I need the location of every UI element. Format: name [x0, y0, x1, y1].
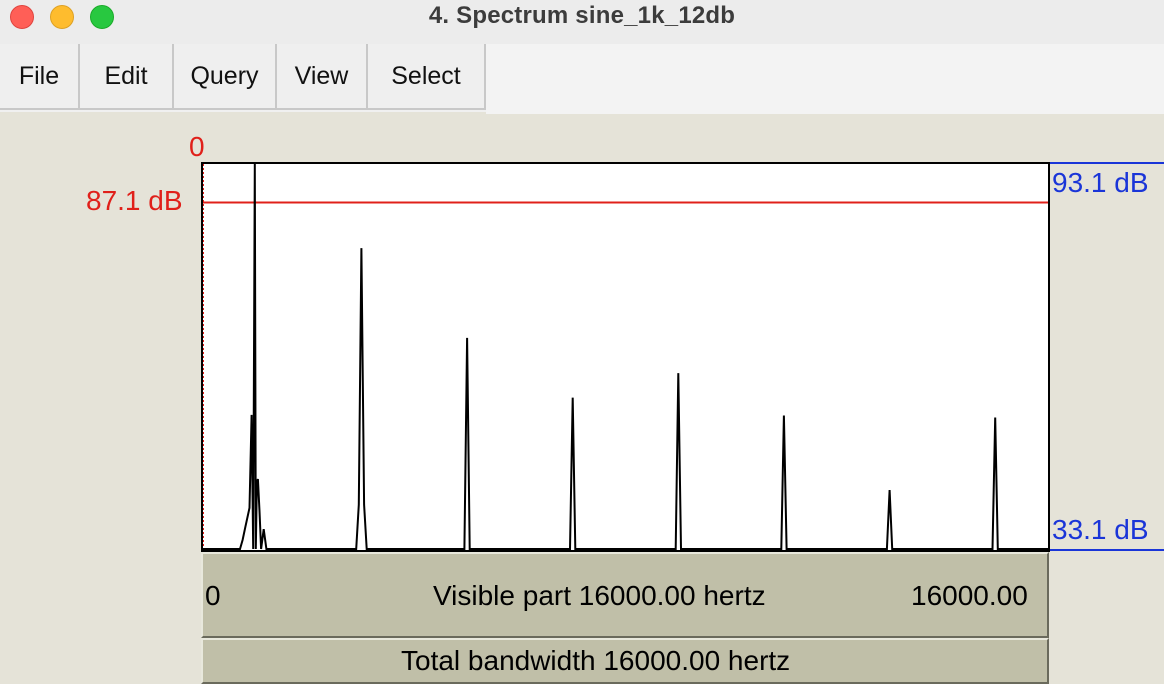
- menu-edit[interactable]: Edit: [80, 44, 174, 110]
- bottom-db-tick: [1050, 549, 1164, 551]
- left-top-label: 0: [189, 131, 205, 162]
- spectrum-svg: [203, 164, 1048, 550]
- zoom-window-button[interactable]: [90, 5, 114, 29]
- right-top-db-label: 93.1 dB: [1052, 167, 1149, 198]
- visible-part-label: Visible part 16000.00 hertz: [433, 580, 766, 611]
- right-bottom-db-label: 33.1 dB: [1052, 514, 1149, 545]
- menu-bar-filler: [486, 44, 1164, 114]
- window-title: 4. Spectrum sine_1k_12db: [428, 2, 736, 29]
- spectrum-trace: [203, 164, 1048, 550]
- menu-file[interactable]: File: [0, 44, 80, 110]
- visible-start-label: 0: [205, 580, 221, 611]
- visible-end-label: 16000.00: [911, 580, 1028, 611]
- visible-part-bar[interactable]: 0 Visible part 16000.00 hertz 16000.00: [201, 552, 1049, 638]
- close-window-button[interactable]: [10, 5, 34, 29]
- title-bar: 4. Spectrum sine_1k_12db: [0, 0, 1164, 45]
- total-bandwidth-label: Total bandwidth 16000.00 hertz: [401, 645, 791, 676]
- minimize-window-button[interactable]: [50, 5, 74, 29]
- top-db-tick: [1050, 162, 1164, 164]
- cursor-level-label: 87.1 dB: [86, 185, 183, 216]
- menu-select[interactable]: Select: [368, 44, 486, 110]
- menu-query[interactable]: Query: [174, 44, 277, 110]
- total-bandwidth-bar[interactable]: Total bandwidth 16000.00 hertz: [201, 638, 1049, 684]
- menu-view[interactable]: View: [277, 44, 368, 110]
- spectrum-plot[interactable]: [201, 162, 1050, 552]
- menu-bar: File Edit Query View Select: [0, 44, 1164, 114]
